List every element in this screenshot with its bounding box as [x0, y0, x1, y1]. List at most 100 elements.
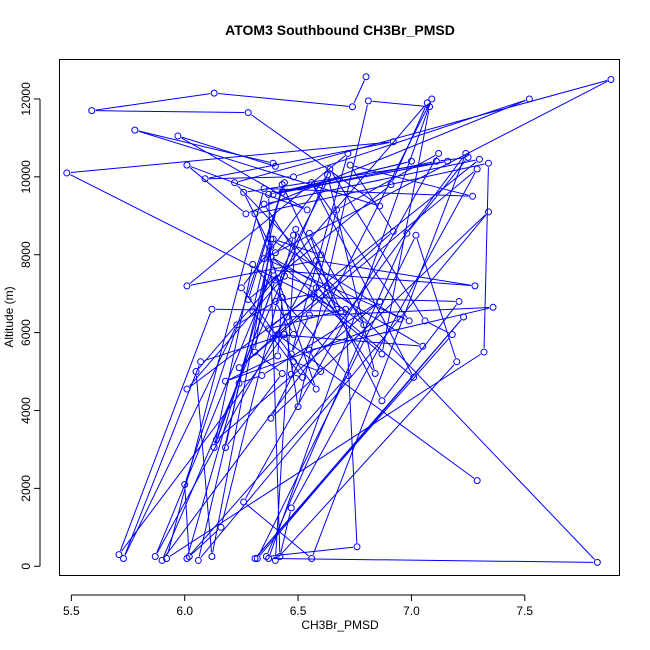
data-point [403, 229, 411, 237]
series-segment [70, 174, 334, 308]
series-segment [297, 232, 381, 398]
series-segment [279, 184, 327, 275]
data-point [317, 251, 325, 259]
series-segment [277, 270, 471, 287]
data-point [432, 157, 440, 165]
x-tick-label: 5.5 [63, 604, 80, 618]
data-point [242, 210, 250, 218]
data-point [303, 206, 311, 214]
data-point [464, 153, 472, 161]
series-segment [190, 260, 313, 286]
data-point [253, 554, 261, 562]
data-point [271, 249, 279, 257]
data-point [333, 305, 341, 313]
data-point [151, 553, 159, 561]
data-point [294, 403, 302, 411]
data-point [344, 149, 352, 157]
series-segment [274, 258, 420, 345]
data-point [244, 109, 252, 117]
data-point [308, 554, 316, 562]
data-point [267, 243, 275, 251]
series-segment [241, 171, 475, 366]
data-point [183, 385, 191, 393]
data-point [258, 371, 266, 379]
data-point [278, 188, 286, 196]
data-point [278, 181, 286, 189]
data-point [371, 369, 379, 377]
data-point [274, 274, 282, 282]
series-segment [440, 157, 465, 162]
series-segment [95, 93, 211, 111]
data-point [290, 173, 298, 181]
series-segment [276, 161, 408, 194]
data-point [280, 179, 288, 187]
data-point [267, 235, 275, 243]
data-point [269, 235, 277, 243]
data-point [283, 313, 291, 321]
data-point [312, 257, 320, 265]
series-segment [313, 185, 408, 318]
data-point [308, 179, 316, 187]
y-axis-label: Altitude (m) [2, 286, 16, 347]
series-segment [215, 308, 338, 312]
data-point [271, 276, 279, 284]
series-segment [243, 177, 326, 285]
data-point [183, 161, 191, 169]
series-segment [294, 374, 299, 377]
data-point [310, 290, 318, 298]
series-segment [249, 99, 526, 213]
series-segment [416, 238, 457, 359]
data-point [287, 350, 295, 358]
series-segment [280, 336, 475, 479]
x-axis: 5.5 6.0 6.5 7.0 7.5 [63, 594, 533, 618]
data-point [396, 315, 404, 323]
series-segment [483, 167, 489, 349]
data-point [292, 225, 300, 233]
data-point [333, 206, 341, 214]
data-point [208, 553, 216, 561]
data-point [88, 107, 96, 115]
y-axis: 0 2000 4000 6000 8000 10000 12000 [19, 82, 41, 570]
data-point [181, 480, 189, 488]
series-segment [258, 163, 485, 214]
series-segment [218, 92, 349, 107]
data-point [269, 190, 277, 198]
series-segment [70, 141, 390, 174]
data-point [158, 556, 166, 564]
series-segment [191, 529, 219, 555]
series-segment [245, 156, 438, 499]
series-segment [353, 80, 365, 104]
data-point [267, 253, 275, 261]
series-segment [195, 375, 213, 553]
y-tick-label: 0 [19, 563, 33, 570]
data-point [326, 165, 334, 173]
data-point [260, 255, 268, 263]
data-point [265, 325, 273, 333]
series-segment [236, 185, 595, 560]
data-point [271, 162, 279, 170]
data-point [426, 103, 434, 111]
series-segment [317, 297, 456, 302]
series-segment [331, 172, 424, 318]
series-segment [167, 192, 264, 555]
data-point [378, 397, 386, 405]
data-point [265, 190, 273, 198]
data-point [251, 210, 259, 218]
data-point [469, 192, 477, 200]
series-segment [310, 353, 320, 369]
data-point [475, 155, 483, 163]
series-segment [292, 318, 309, 351]
series-segment [257, 319, 462, 556]
series-segment [189, 167, 244, 212]
data-point [471, 282, 479, 290]
data-point [376, 202, 384, 210]
y-tick-label: 6000 [19, 319, 33, 346]
data-point [212, 436, 220, 444]
series-segment [313, 185, 413, 375]
data-point [278, 369, 286, 377]
data-point [389, 227, 397, 235]
series-segment [257, 354, 280, 372]
series-segment [184, 488, 190, 553]
data-point [280, 331, 288, 339]
data-point [448, 331, 456, 339]
